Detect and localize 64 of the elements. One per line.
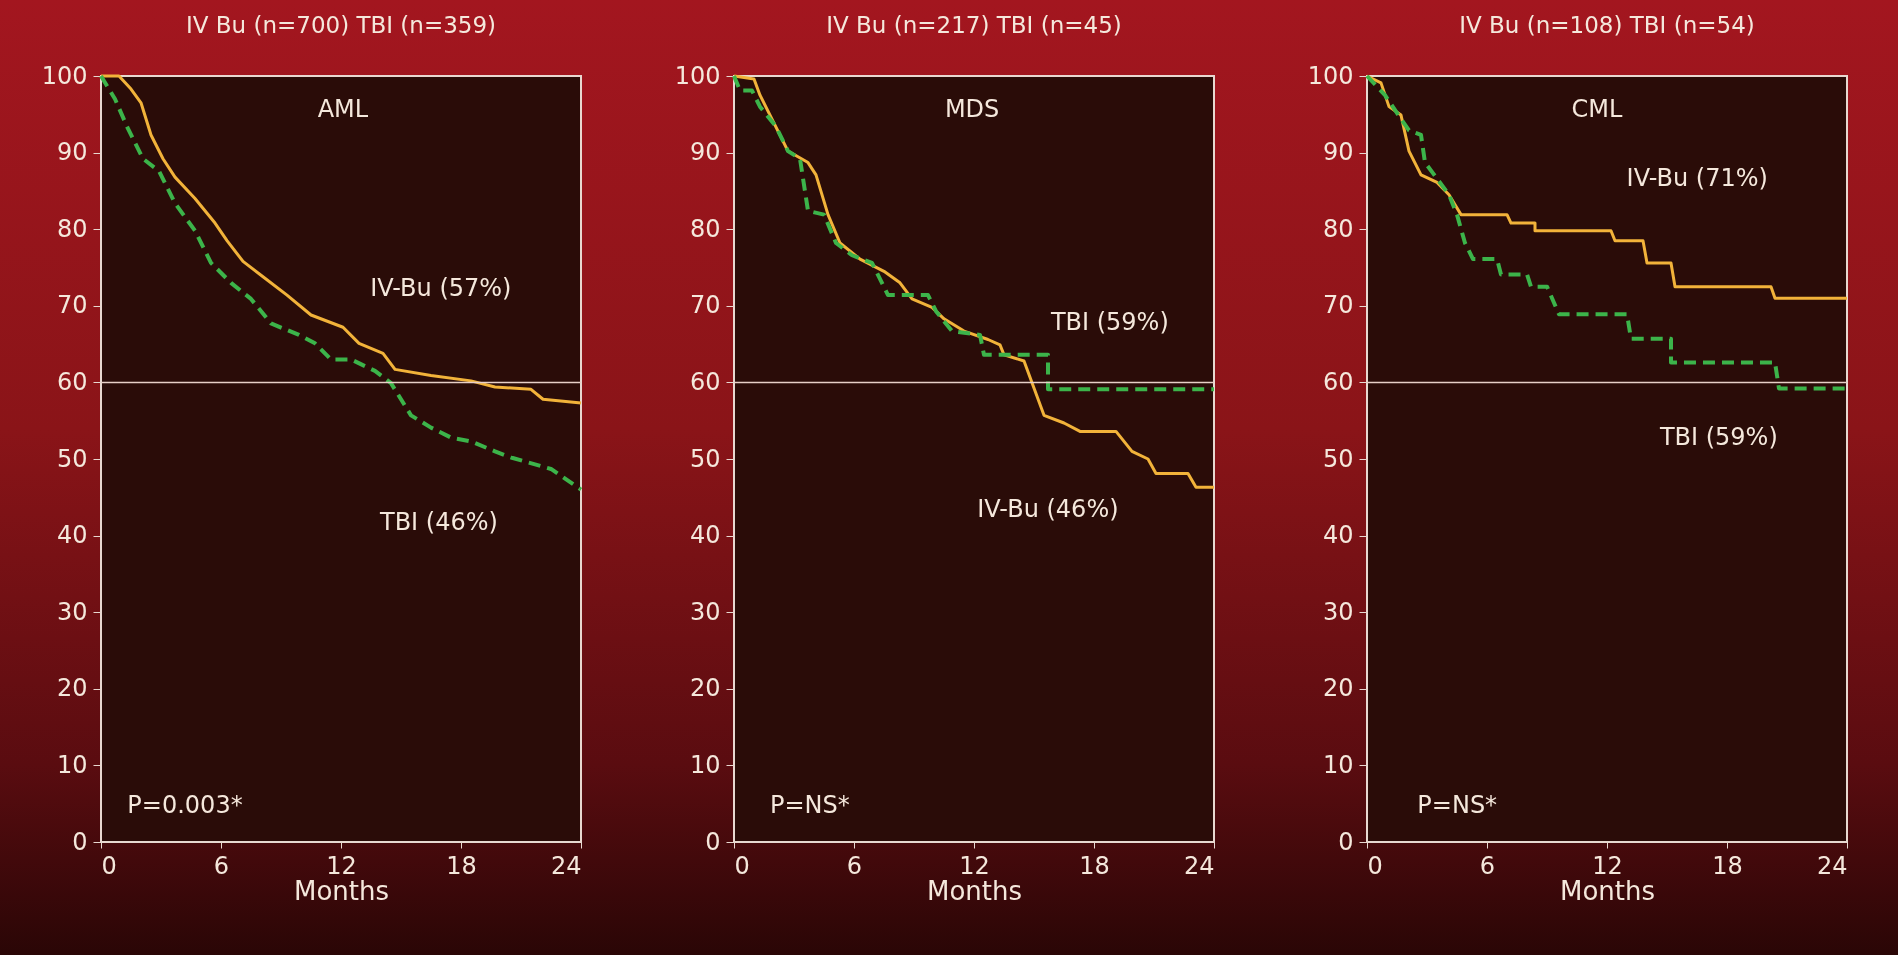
y-tick-label: 80 xyxy=(1322,214,1354,243)
y-tick-label: 30 xyxy=(1322,597,1354,626)
annotation: IV-Bu (71%) xyxy=(1626,163,1768,192)
y-tick-label: 0 xyxy=(705,827,721,856)
y-tick-label: 90 xyxy=(1322,138,1354,167)
y-tick-label: 10 xyxy=(689,750,721,779)
y-tick-label: 20 xyxy=(689,674,721,703)
y-tick-label: 100 xyxy=(674,61,721,90)
x-tick-label: 18 xyxy=(1712,851,1743,880)
line-series xyxy=(1365,74,1849,300)
y-tick-label: 70 xyxy=(689,291,721,320)
chart-title: IV Bu (n=700) TBI (n=359) xyxy=(185,12,497,38)
annotation: IV-Bu (46%) xyxy=(977,494,1119,523)
annotation: TBI (46%) xyxy=(378,508,498,537)
y-tick-label: 80 xyxy=(689,214,721,243)
annotation: MDS xyxy=(944,95,1000,124)
x-tick-label: 6 xyxy=(213,851,230,880)
y-tick-label: 70 xyxy=(56,291,88,320)
line-series xyxy=(99,74,583,405)
annotation: TBI (59%) xyxy=(1658,423,1778,452)
x-tick-label: 0 xyxy=(101,851,117,880)
y-tick-label: 80 xyxy=(56,214,88,243)
x-tick-label: 0 xyxy=(1367,851,1383,880)
x-tick-label: 24 xyxy=(1816,851,1848,880)
y-tick-label: 100 xyxy=(41,61,88,90)
chart-title: IV Bu (n=217) TBI (n=45) xyxy=(826,12,1122,38)
y-tick-label: 0 xyxy=(1338,827,1354,856)
annotation: P=NS* xyxy=(769,791,850,819)
y-tick-label: 10 xyxy=(56,750,88,779)
y-tick-label: 40 xyxy=(1322,521,1354,550)
y-tick-label: 30 xyxy=(689,597,721,626)
x-tick-label: 6 xyxy=(1479,851,1496,880)
y-tick-label: 20 xyxy=(56,674,88,703)
x-tick-label: 18 xyxy=(1079,851,1110,880)
line-series xyxy=(99,74,583,492)
y-tick-label: 10 xyxy=(1322,750,1354,779)
y-tick-label: 60 xyxy=(689,367,721,396)
y-tick-label: 50 xyxy=(689,444,721,473)
y-tick-label: 90 xyxy=(56,138,88,167)
annotation: TBI (59%) xyxy=(1049,308,1169,337)
y-tick-label: 20 xyxy=(1322,674,1354,703)
y-tick-label: 100 xyxy=(1307,61,1354,90)
x-tick-label: 24 xyxy=(1183,851,1215,880)
y-tick-label: 30 xyxy=(56,597,88,626)
annotation: AML xyxy=(317,95,369,124)
y-tick-label: 70 xyxy=(1322,291,1354,320)
annotation: IV-Bu (57%) xyxy=(370,273,512,302)
y-tick-label: 0 xyxy=(72,827,88,856)
x-tick-label: 6 xyxy=(846,851,863,880)
y-tick-label: 50 xyxy=(56,444,88,473)
x-tick-label: 0 xyxy=(734,851,750,880)
chart-title: IV Bu (n=108) TBI (n=54) xyxy=(1459,12,1755,38)
y-tick-label: 40 xyxy=(56,521,88,550)
y-tick-label: 90 xyxy=(689,138,721,167)
annotation: CML xyxy=(1571,95,1623,124)
y-tick-label: 60 xyxy=(56,367,88,396)
line-series xyxy=(732,74,1216,392)
x-tick-label: 18 xyxy=(446,851,477,880)
y-tick-label: 40 xyxy=(689,521,721,550)
x-tick-label: 24 xyxy=(550,851,582,880)
annotation: P=0.003* xyxy=(127,791,243,819)
y-tick-label: 50 xyxy=(1322,444,1354,473)
annotation: P=NS* xyxy=(1417,791,1498,819)
y-tick-label: 60 xyxy=(1322,367,1354,396)
